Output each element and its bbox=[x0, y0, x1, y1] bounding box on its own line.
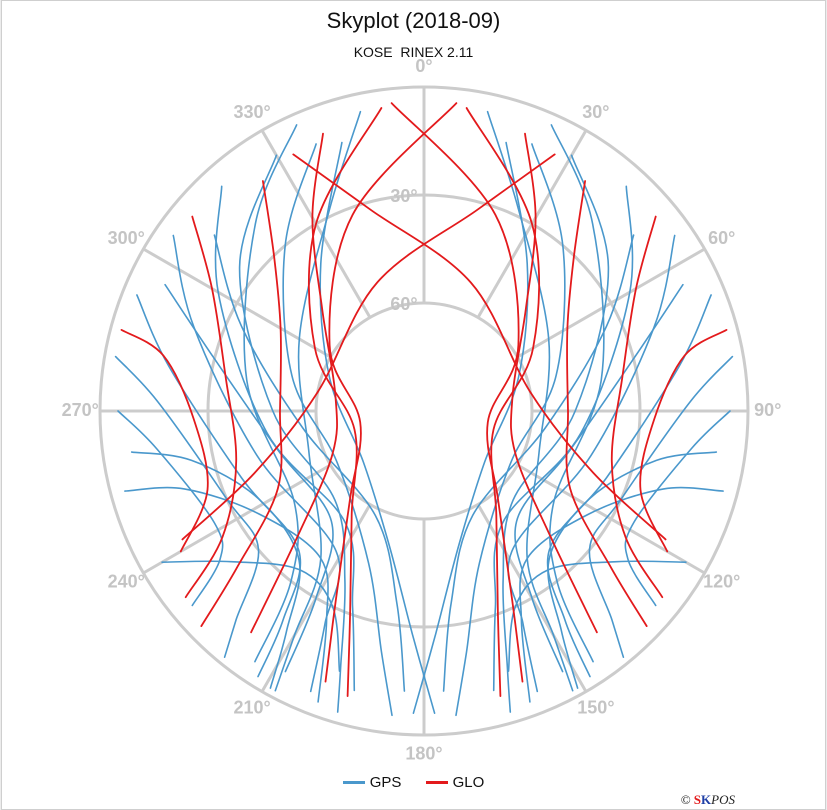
gps-track-28 bbox=[130, 451, 301, 689]
azimuth-label-330: 330° bbox=[233, 102, 270, 122]
gps-track-14 bbox=[624, 410, 731, 607]
elevation-label-60: 60° bbox=[390, 294, 417, 314]
glo-track-9 bbox=[610, 215, 664, 599]
gps-track-26 bbox=[243, 124, 299, 663]
elevation-ring-60 bbox=[314, 301, 534, 521]
chart-title: Skyplot (2018-09) bbox=[326, 8, 501, 33]
legend-label-glo: GLO bbox=[452, 774, 485, 791]
azimuth-spoke-240 bbox=[142, 463, 332, 575]
gps-track-11 bbox=[507, 234, 676, 693]
azimuth-spoke-300 bbox=[142, 247, 332, 359]
legend-swatch-gps bbox=[342, 781, 365, 784]
glo-track-13 bbox=[181, 153, 556, 541]
azimuth-label-30: 30° bbox=[582, 102, 609, 122]
gps-track-2 bbox=[214, 185, 356, 692]
gps-track-13 bbox=[588, 355, 734, 658]
gps-track-9 bbox=[502, 154, 610, 713]
azimuth-spoke-120 bbox=[516, 463, 706, 575]
azimuth-label-60: 60° bbox=[708, 228, 735, 248]
gps-track-3 bbox=[172, 234, 341, 693]
legend-item-glo[interactable]: GLO bbox=[425, 774, 485, 791]
gps-track-7 bbox=[319, 141, 436, 714]
glo-track-4 bbox=[250, 132, 338, 634]
azimuth-label-270: 270° bbox=[62, 400, 99, 420]
legend-item-gps[interactable]: GPS bbox=[342, 774, 402, 791]
glo-track-12 bbox=[292, 153, 667, 541]
gps-track-1 bbox=[238, 154, 346, 713]
azimuth-label-300: 300° bbox=[108, 228, 145, 248]
gps-track-21 bbox=[486, 110, 574, 692]
satellite-tracks bbox=[114, 102, 734, 717]
gps-track-16 bbox=[124, 486, 329, 703]
glo-track-8 bbox=[184, 215, 238, 599]
gps-track-25 bbox=[514, 283, 684, 673]
legend-label-gps: GPS bbox=[369, 774, 402, 791]
gps-track-27 bbox=[549, 124, 605, 663]
azimuth-label-180: 180° bbox=[405, 744, 442, 764]
glo-track-2 bbox=[465, 107, 541, 697]
gps-track-20 bbox=[274, 110, 362, 692]
credit: © SKPOS bbox=[681, 792, 735, 808]
gps-track-15 bbox=[412, 141, 529, 714]
azimuth-label-150: 150° bbox=[577, 697, 614, 717]
glo-track-6 bbox=[200, 180, 283, 627]
glo-track-3 bbox=[390, 102, 524, 683]
glo-track-0 bbox=[307, 107, 383, 697]
azimuth-spoke-60 bbox=[516, 247, 706, 359]
legend: GPS GLO bbox=[0, 771, 827, 791]
gps-track-18 bbox=[161, 560, 341, 672]
axis-labels: 0° 30° 60° 90° 120° 150° 180° 210° 240° 270° 300° 3… bbox=[62, 56, 782, 764]
brand-s: S bbox=[693, 792, 702, 807]
azimuth-label-0: 0° bbox=[415, 56, 432, 76]
glo-track-5 bbox=[510, 132, 598, 634]
gps-track-19 bbox=[507, 560, 687, 672]
gps-track-10 bbox=[492, 185, 634, 692]
azimuth-label-90: 90° bbox=[754, 400, 781, 420]
glo-track-10 bbox=[120, 329, 209, 553]
brand-k: K bbox=[701, 792, 712, 807]
gps-track-23 bbox=[442, 234, 635, 692]
gps-track-17 bbox=[519, 486, 724, 703]
gps-track-5 bbox=[114, 355, 260, 658]
gps-track-6 bbox=[117, 410, 224, 607]
copyright-icon: © bbox=[680, 792, 691, 807]
brand-pos: POS bbox=[711, 792, 735, 807]
glo-track-11 bbox=[639, 329, 728, 553]
glo-track-7 bbox=[565, 180, 648, 627]
azimuth-label-240: 240° bbox=[108, 572, 145, 592]
legend-swatch-glo bbox=[425, 781, 448, 784]
gps-track-22 bbox=[213, 234, 406, 692]
gps-track-24 bbox=[164, 283, 334, 673]
azimuth-label-210: 210° bbox=[233, 697, 270, 717]
chart-subtitle: KOSE RINEX 2.11 bbox=[353, 44, 474, 60]
azimuth-label-120: 120° bbox=[703, 572, 740, 592]
gps-track-29 bbox=[547, 451, 718, 689]
glo-track-1 bbox=[324, 102, 458, 683]
elevation-label-30: 30° bbox=[390, 186, 417, 206]
